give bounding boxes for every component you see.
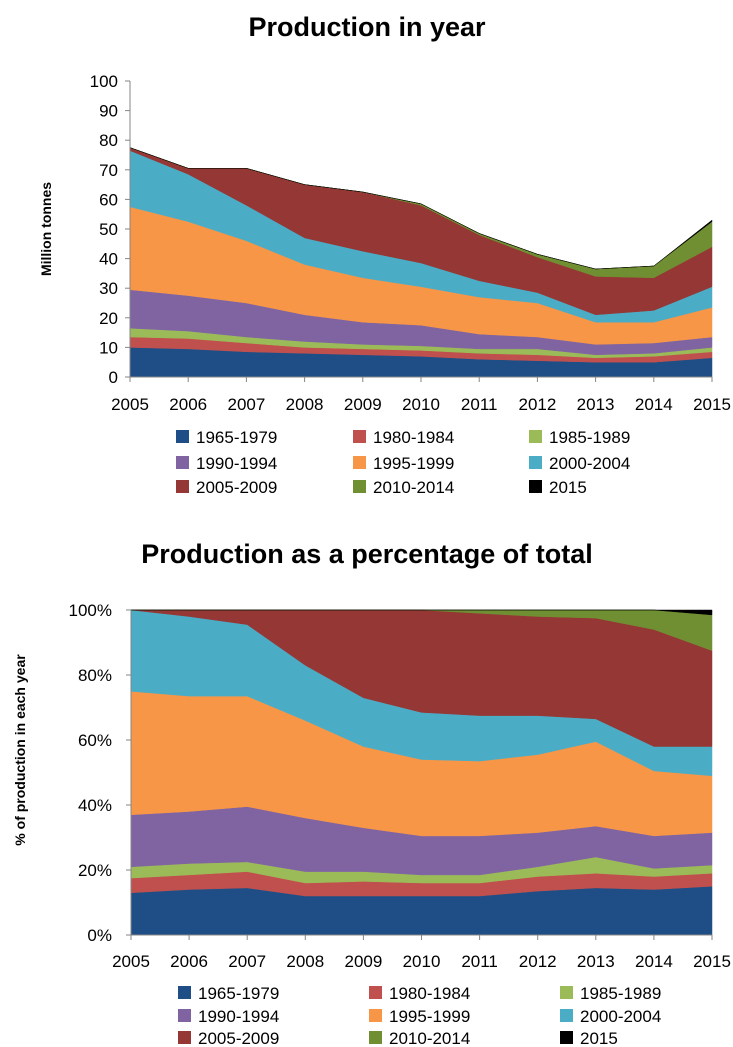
y-tick-label: 60 (99, 190, 118, 209)
legend-label: 1985-1989 (549, 428, 630, 447)
y-tick-label: 10 (99, 338, 118, 357)
legend-label: 2015 (549, 478, 587, 497)
x-tick-label: 2007 (228, 952, 266, 971)
y-axis-label: Million tonnes (38, 182, 54, 276)
y-tick-label: 20% (78, 861, 112, 880)
legend-label: 2010-2014 (389, 1029, 470, 1047)
y-tick-label: 50 (99, 220, 118, 239)
legend-swatch-1995-1999 (369, 1009, 382, 1022)
y-tick-label: 100 (90, 72, 118, 91)
legend-swatch-1980-1984 (353, 430, 366, 443)
x-tick-label: 2009 (344, 395, 382, 414)
x-tick-label: 2005 (112, 952, 150, 971)
y-tick-label: 70 (99, 161, 118, 180)
legend-swatch-1980-1984 (369, 986, 382, 999)
legend-label: 1980-1984 (373, 428, 454, 447)
x-tick-label: 2006 (170, 952, 208, 971)
chart-title: Production in year (248, 12, 486, 42)
y-tick-labels: 0 10 20 30 40 50 60 70 80 90 100 (90, 72, 118, 387)
legend-label: 1990-1994 (196, 454, 277, 473)
legend: 1965-1979 1980-1984 1985-1989 1990-1994 … (176, 428, 630, 497)
area-2015 (129, 147, 713, 270)
legend-swatch-2010-2014 (353, 480, 366, 493)
legend-swatch-2000-2004 (560, 1009, 573, 1022)
legend-label: 1965-1979 (198, 984, 279, 1003)
legend-label: 1990-1994 (198, 1007, 279, 1026)
y-axis-label: % of production in each year (12, 654, 28, 846)
x-tick-label: 2015 (693, 952, 731, 971)
legend-label: 1985-1989 (580, 984, 661, 1003)
x-tick-label: 2013 (577, 952, 615, 971)
axes (125, 80, 713, 382)
x-tick-label: 2006 (169, 395, 207, 414)
x-tick-label: 2008 (286, 395, 324, 414)
x-tick-label: 2007 (227, 395, 265, 414)
legend-label: 1995-1999 (373, 454, 454, 473)
x-tick-label: 2005 (111, 395, 149, 414)
y-tick-label: 30 (99, 279, 118, 298)
x-tick-label: 2008 (286, 952, 324, 971)
legend-label: 2000-2004 (549, 454, 630, 473)
x-tick-label: 2011 (461, 952, 498, 971)
chart-production-percentage: Production as a percentage of total % of… (12, 539, 731, 1047)
y-tick-label: 20 (99, 309, 118, 328)
x-tick-label: 2013 (577, 395, 615, 414)
legend-label: 1995-1999 (389, 1007, 470, 1026)
x-tick-label: 2014 (635, 952, 673, 971)
y-tick-label: 60% (78, 731, 112, 750)
legend-swatch-2015 (529, 480, 542, 493)
x-tick-label: 2010 (403, 952, 441, 971)
x-tick-label: 2010 (402, 395, 440, 414)
y-tick-label: 40 (99, 250, 118, 269)
x-tick-label: 2012 (518, 395, 556, 414)
legend-label: 2005-2009 (198, 1029, 279, 1047)
x-tick-labels: 2005 2006 2007 2008 2009 2010 2011 2012 2013 2014… (111, 395, 731, 414)
legend-label: 1965-1979 (196, 428, 277, 447)
y-tick-label: 90 (99, 102, 118, 121)
chart-production-in-year: Production in year Million tonnes 0 10 20 3… (38, 12, 731, 497)
y-tick-label: 40% (78, 796, 112, 815)
legend-label: 2005-2009 (196, 478, 277, 497)
legend-swatch-1985-1989 (560, 986, 573, 999)
area-layers (130, 609, 713, 936)
legend-swatch-1965-1979 (176, 430, 189, 443)
legend-label: 2015 (580, 1029, 618, 1047)
legend-swatch-2000-2004 (529, 456, 542, 469)
chart-title: Production as a percentage of total (141, 539, 593, 569)
legend-swatch-1965-1979 (178, 986, 191, 999)
legend-label: 2010-2014 (373, 478, 454, 497)
y-tick-labels: 0% 20% 40% 60% 80% 100% (69, 601, 112, 945)
area-layers (129, 147, 713, 378)
y-tick-label: 80 (99, 131, 118, 150)
area-2015 (131, 609, 713, 616)
legend-swatch-2005-2009 (176, 480, 189, 493)
legend-swatch-2005-2009 (178, 1031, 191, 1044)
legend-swatch-1990-1994 (176, 456, 189, 469)
legend-swatch-1995-1999 (353, 456, 366, 469)
legend-label: 2000-2004 (580, 1007, 661, 1026)
legend-swatch-2015 (560, 1031, 573, 1044)
y-tick-label: 100% (69, 601, 112, 620)
x-tick-label: 2009 (344, 952, 382, 971)
legend-swatch-2010-2014 (369, 1031, 382, 1044)
y-tick-label: 0% (87, 926, 112, 945)
legend-swatch-1985-1989 (529, 430, 542, 443)
x-tick-label: 2014 (635, 395, 673, 414)
y-tick-label: 80% (78, 666, 112, 685)
axes (126, 609, 713, 940)
x-tick-labels: 2005 2006 2007 2008 2009 2010 2011 2012 2013 2014… (112, 952, 731, 971)
legend-swatch-1990-1994 (178, 1009, 191, 1022)
legend: 1965-1979 1980-1984 1985-1989 1990-1994 … (178, 984, 661, 1047)
x-tick-label: 2015 (693, 395, 731, 414)
legend-label: 1980-1984 (389, 984, 470, 1003)
x-tick-label: 2012 (519, 952, 557, 971)
y-tick-label: 0 (109, 368, 118, 387)
x-tick-label: 2011 (461, 395, 498, 414)
